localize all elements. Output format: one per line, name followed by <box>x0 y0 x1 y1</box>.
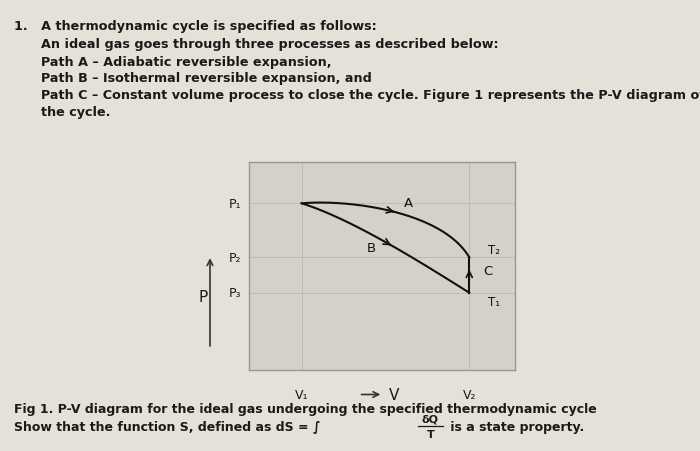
Text: the cycle.: the cycle. <box>14 106 111 119</box>
Text: Fig 1. P-V diagram for the ideal gas undergoing the specified thermodynamic cycl: Fig 1. P-V diagram for the ideal gas und… <box>14 402 596 414</box>
Text: V: V <box>389 387 399 402</box>
Text: A: A <box>404 196 413 209</box>
Text: V₂: V₂ <box>463 388 476 401</box>
Text: Show that the function S, defined as dS = ∫: Show that the function S, defined as dS … <box>14 420 321 433</box>
Text: Path C – Constant volume process to close the cycle. Figure 1 represents the P-V: Path C – Constant volume process to clos… <box>14 89 700 102</box>
Text: C: C <box>483 265 493 278</box>
Text: is a state property.: is a state property. <box>446 420 584 433</box>
Text: 1.   A thermodynamic cycle is specified as follows:: 1. A thermodynamic cycle is specified as… <box>14 20 377 33</box>
Text: P: P <box>198 290 208 305</box>
Text: P₃: P₃ <box>229 286 241 299</box>
Text: P₁: P₁ <box>229 198 241 210</box>
Text: Path B – Isothermal reversible expansion, and: Path B – Isothermal reversible expansion… <box>14 72 372 85</box>
Text: T₂: T₂ <box>488 243 500 256</box>
Text: V₁: V₁ <box>295 388 309 401</box>
Text: T₁: T₁ <box>488 295 500 308</box>
Text: Path A – Adiabatic reversible expansion,: Path A – Adiabatic reversible expansion, <box>14 55 332 69</box>
Text: δQ: δQ <box>422 413 439 423</box>
Text: T: T <box>426 429 435 439</box>
Text: An ideal gas goes through three processes as described below:: An ideal gas goes through three processe… <box>14 38 498 51</box>
Text: B: B <box>367 241 376 254</box>
Text: P₂: P₂ <box>229 251 241 264</box>
